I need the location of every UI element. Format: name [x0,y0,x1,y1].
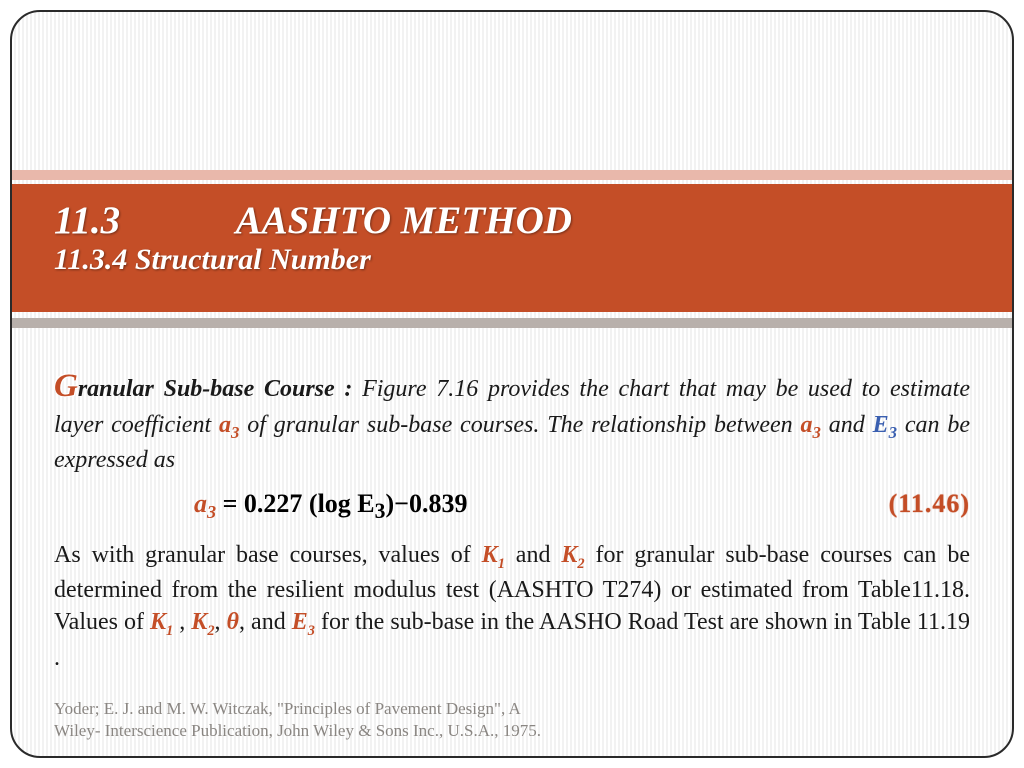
symbol-theta: θ [227,609,239,635]
p2-d: , [173,609,191,635]
drop-cap: G [54,368,78,404]
symbol-K1-b: K1 [150,609,173,635]
paragraph-2: As with granular base courses, values of… [54,539,970,674]
ref-line-1: Yoder; E. J. and M. W. Witczak, "Princip… [54,698,541,720]
p2-a: As with granular base courses, values of [54,542,482,568]
p1-text-c: and [821,412,873,438]
equation-body: a3 = 0.227 (log E3)−0.839 [194,486,467,526]
symbol-K2: K2 [561,542,584,568]
title-bottom-stripe [12,318,1012,328]
symbol-K2-b: K2 [191,609,214,635]
p2-f: , and [239,609,292,635]
title-top-stripe [12,170,1012,180]
symbol-a3-second: a3 [801,412,821,438]
p1-text-b: of granular sub-base courses. The relati… [239,412,800,438]
symbol-E3-p2: E3 [292,609,315,635]
symbol-K1: K1 [482,542,505,568]
title-band: 11.3 AASHTO METHOD 11.3.4 Structural Num… [12,184,1012,312]
equation-row: a3 = 0.227 (log E3)−0.839 (11.46) [54,486,970,526]
slide-frame: 11.3 AASHTO METHOD 11.3.4 Structural Num… [10,10,1014,758]
footer-reference: Yoder; E. J. and M. W. Witczak, "Princip… [54,698,541,742]
body-area: Granular Sub-base Course : Figure 7.16 p… [54,364,970,674]
title-main: 11.3 AASHTO METHOD [54,198,970,243]
title-sub: 11.3.4 Structural Number [54,243,970,277]
lead-bold: ranular Sub-base Course : [78,376,353,402]
symbol-a3: a3 [219,412,239,438]
paragraph-1: Granular Sub-base Course : Figure 7.16 p… [54,364,970,476]
p2-b: and [505,542,562,568]
equation-number: (11.46) [889,486,970,521]
symbol-E3: E3 [873,412,897,438]
p2-e: , [215,609,227,635]
ref-line-2: Wiley- Interscience Publication, John Wi… [54,720,541,742]
